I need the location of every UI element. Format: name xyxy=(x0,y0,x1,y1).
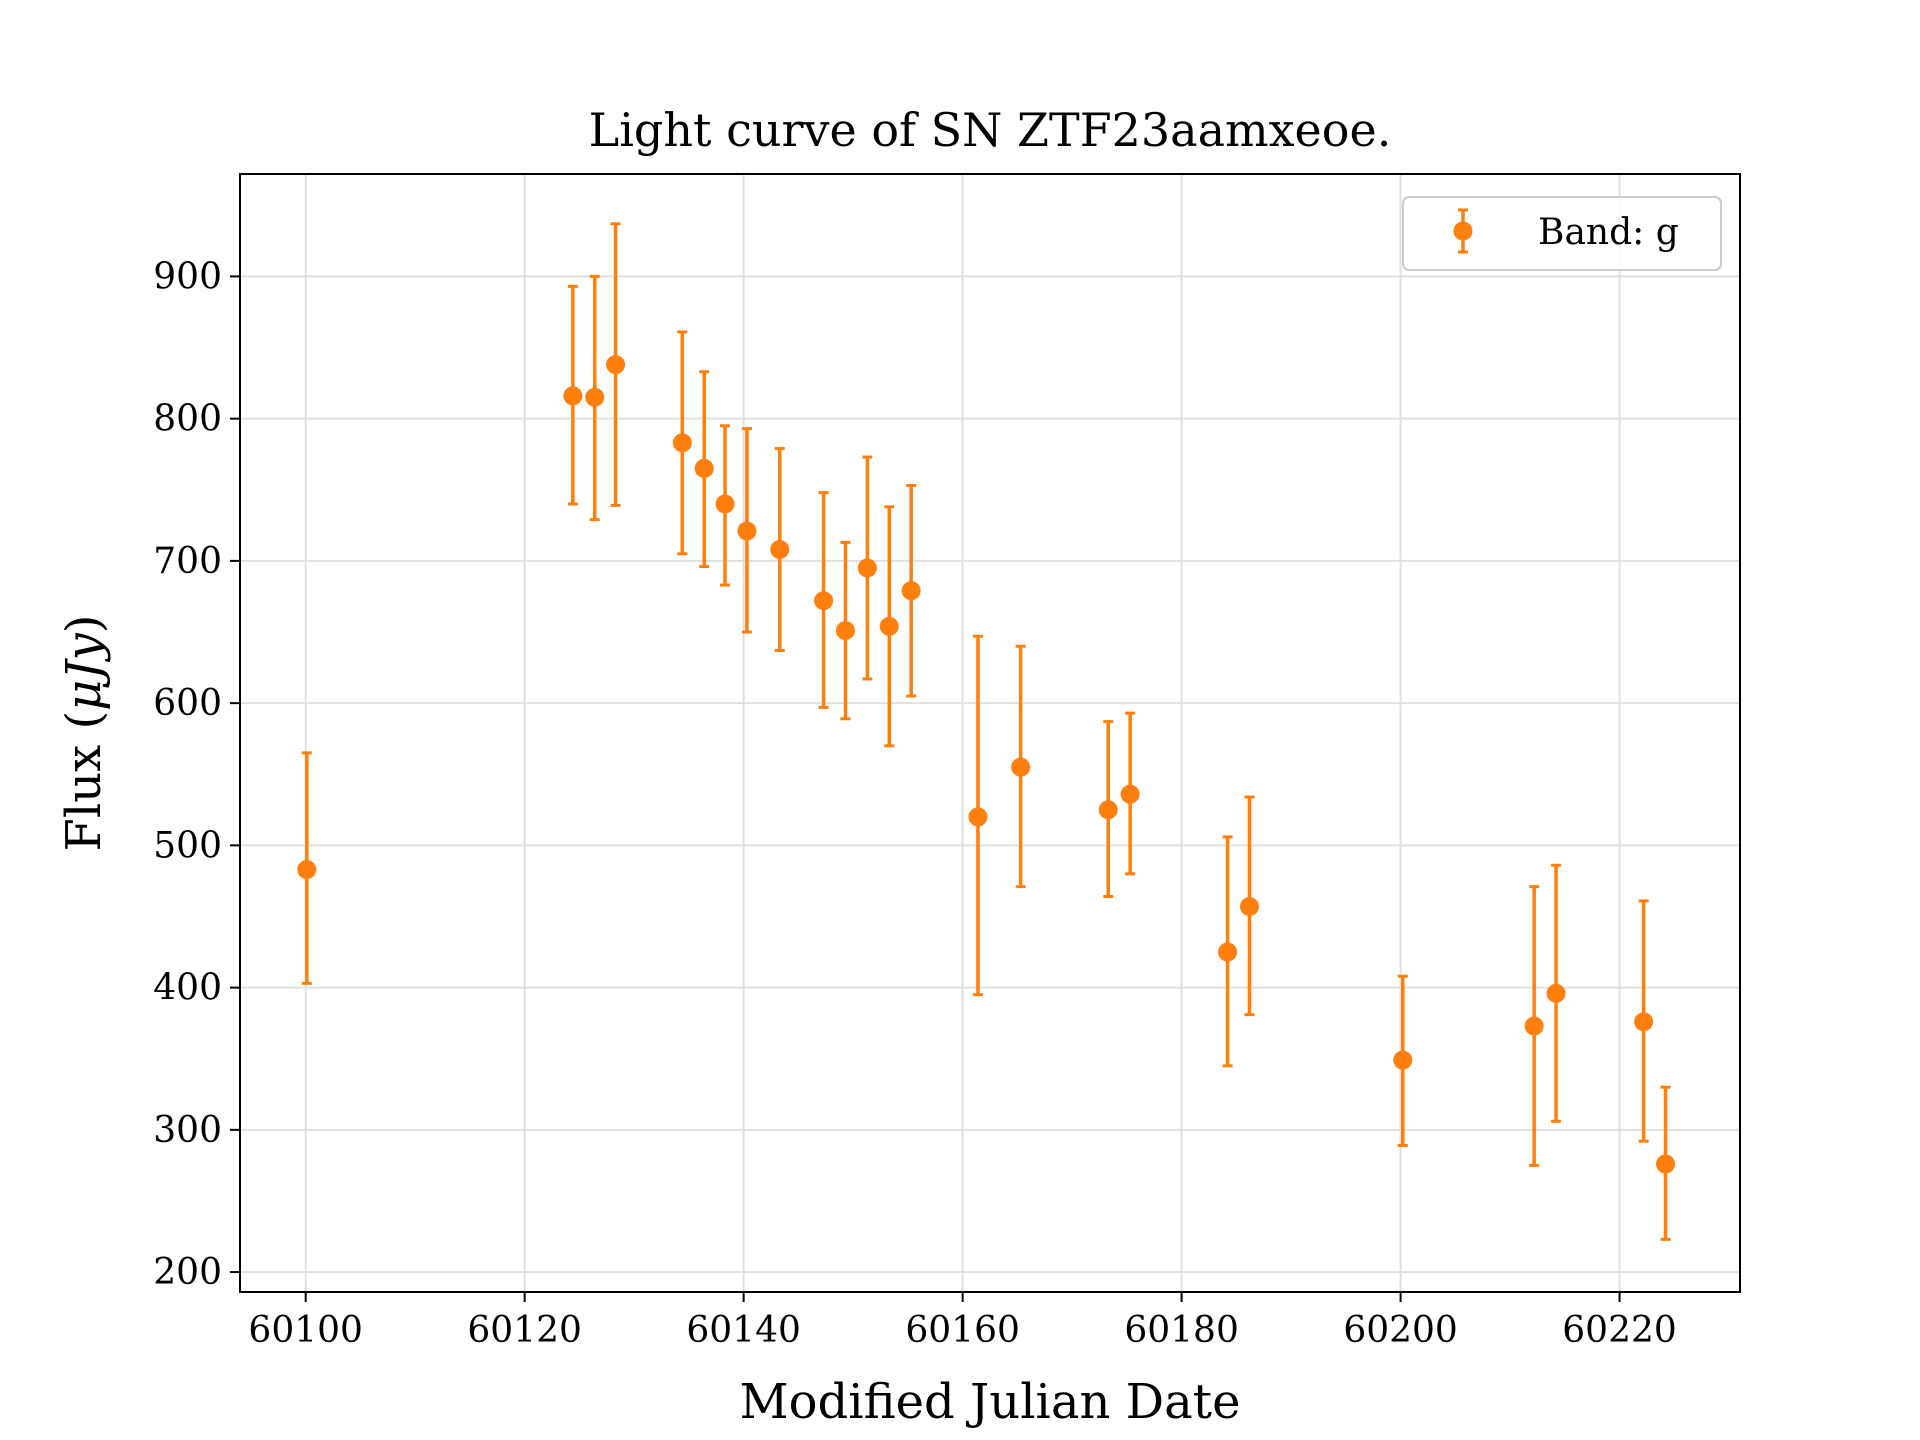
legend-marker-point xyxy=(1453,221,1473,241)
y-axis-ticks: 200 300 400 500 600 700 800 900 xyxy=(153,256,240,1293)
data-point xyxy=(1011,757,1031,777)
grid-lines xyxy=(240,174,1740,1292)
legend-label: Band: g xyxy=(1538,212,1679,253)
chart-title: Light curve of SN ZTF23aamxeoe. xyxy=(589,103,1392,157)
y-tick-label: 800 xyxy=(153,399,222,440)
x-tick-label: 60180 xyxy=(1124,1310,1239,1351)
legend: Band: g xyxy=(1402,196,1722,271)
data-point xyxy=(835,621,855,641)
data-point xyxy=(1634,1012,1654,1032)
axes-frame xyxy=(239,173,1741,1293)
data-point xyxy=(1546,983,1566,1003)
y-tick-label: 200 xyxy=(153,1252,222,1293)
x-axis-label: Modified Julian Date xyxy=(740,1374,1241,1430)
data-point xyxy=(857,558,877,578)
data-point xyxy=(879,616,899,636)
plot-area-background xyxy=(240,174,1740,1292)
y-tick-label: 900 xyxy=(153,256,222,297)
data-point xyxy=(770,540,790,560)
y-tick-label: 700 xyxy=(153,541,222,582)
data-point xyxy=(1656,1154,1676,1174)
x-tick-label: 60140 xyxy=(686,1310,801,1351)
data-point xyxy=(1524,1016,1544,1036)
y-tick-label: 400 xyxy=(153,968,222,1009)
legend-box xyxy=(1402,196,1722,271)
y-axis-label-suffix: ) xyxy=(56,615,112,634)
data-point xyxy=(1393,1050,1413,1070)
data-point xyxy=(1239,897,1259,917)
data-point xyxy=(1218,942,1238,962)
data-point xyxy=(606,355,626,375)
data-point xyxy=(694,458,714,478)
y-tick-label: 600 xyxy=(153,683,222,724)
y-axis-label-prefix: Flux ( xyxy=(56,711,112,852)
data-point xyxy=(901,581,921,601)
x-axis-ticks: 60100 60120 60140 60160 60180 60200 60220 xyxy=(248,1292,1677,1351)
data-point xyxy=(672,433,692,453)
data-point xyxy=(1120,784,1140,804)
y-axis-label-unit: μJy xyxy=(56,632,112,710)
data-point xyxy=(297,860,317,880)
data-point xyxy=(563,386,583,406)
y-axis-label: Flux (μJy) xyxy=(56,615,112,852)
data-point xyxy=(737,521,757,541)
data-point xyxy=(968,807,988,827)
data-point xyxy=(814,591,834,611)
x-tick-label: 60120 xyxy=(467,1310,582,1351)
data-point xyxy=(585,387,605,407)
y-tick-label: 300 xyxy=(153,1110,222,1151)
data-point xyxy=(1098,800,1118,820)
x-tick-label: 60200 xyxy=(1343,1310,1458,1351)
x-tick-label: 60160 xyxy=(905,1310,1020,1351)
x-tick-label: 60220 xyxy=(1562,1310,1677,1351)
x-tick-label: 60100 xyxy=(248,1310,363,1351)
data-points xyxy=(297,355,1676,1174)
y-tick-label: 500 xyxy=(153,825,222,866)
data-point xyxy=(715,494,735,514)
